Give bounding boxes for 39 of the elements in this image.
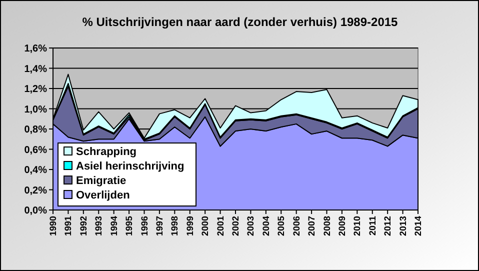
x-tick-label: 2008 <box>322 216 332 236</box>
x-tick-label: 1998 <box>170 216 180 236</box>
y-tick-label: 0,4% <box>24 165 48 176</box>
y-tick-label: 0,2% <box>24 185 48 196</box>
x-tick-label: 1992 <box>78 216 88 236</box>
x-tick-label: 2005 <box>276 216 286 236</box>
y-tick-label: 1,4% <box>24 64 48 75</box>
y-tick-label: 1,0% <box>24 104 48 116</box>
legend-label: Asiel herinschrijving <box>76 160 184 172</box>
y-tick-label: 1,2% <box>24 84 48 95</box>
x-tick-label: 2000 <box>200 216 210 236</box>
y-tick-label: 0,8% <box>24 124 48 136</box>
x-tick-label: 2006 <box>291 216 302 236</box>
x-tick-label: 2010 <box>352 216 362 236</box>
x-tick-label: 2013 <box>398 216 408 236</box>
y-tick-label: 0,6% <box>24 144 48 156</box>
y-tick-label: 1,6% <box>24 44 48 54</box>
x-tick-label: 2011 <box>367 216 378 236</box>
legend-label: Emigratie <box>76 175 126 187</box>
x-tick-label: 1997 <box>154 216 164 236</box>
chart-title: % Uitschrijvingen naar aard (zonder verhuis) 1989-2015 <box>82 15 398 29</box>
x-tick-label: 2002 <box>230 216 240 236</box>
x-tick-label: 2003 <box>246 216 256 236</box>
x-tick-label: 1995 <box>124 216 134 236</box>
x-tick-label: 1991 <box>63 216 74 236</box>
y-tick-label: 0,0% <box>24 206 48 216</box>
x-tick-label: 2001 <box>215 216 226 236</box>
legend-label: Schrapping <box>76 146 137 158</box>
x-tick-label: 1993 <box>94 216 104 236</box>
x-tick-label: 2014 <box>413 216 423 236</box>
x-tick-label: 2004 <box>260 216 271 236</box>
x-tick-label: 1996 <box>139 216 150 236</box>
x-tick-label: 2009 <box>336 216 347 236</box>
x-tick-label: 1994 <box>108 216 119 236</box>
x-tick-label: 2012 <box>382 216 393 236</box>
legend-label: Overlijden <box>76 190 130 202</box>
x-tick-label: 1999 <box>184 216 195 236</box>
x-tick-label: 1990 <box>48 216 58 236</box>
x-tick-label: 2007 <box>306 216 317 236</box>
